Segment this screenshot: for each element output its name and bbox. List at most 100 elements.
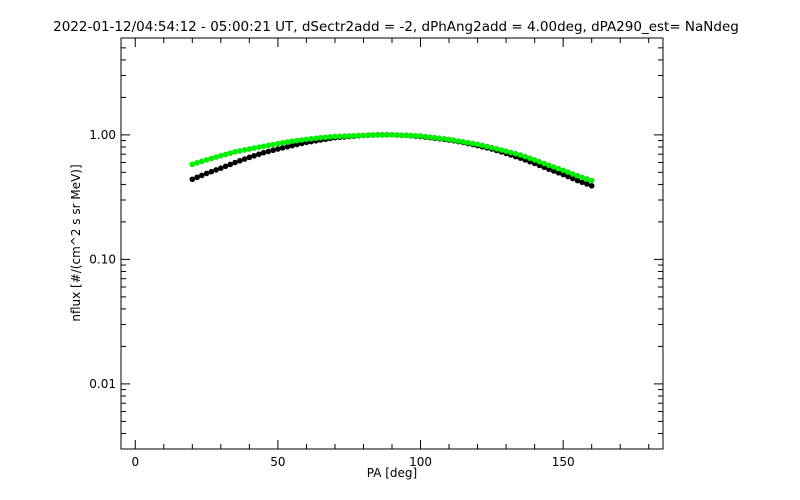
data-point — [284, 139, 291, 145]
data-point — [460, 138, 467, 145]
data-point — [550, 168, 557, 174]
data-point — [275, 140, 281, 147]
data-point — [351, 132, 357, 139]
data-point — [522, 153, 528, 160]
data-point — [332, 133, 338, 140]
data-point — [260, 149, 267, 156]
data-point — [574, 172, 581, 179]
x-axis-label: PA [deg] — [367, 466, 417, 480]
y-tick-label: 0.01 — [89, 377, 116, 391]
data-point — [289, 138, 295, 144]
data-point — [270, 147, 276, 154]
data-point — [294, 141, 300, 148]
data-point — [346, 133, 353, 139]
data-point — [251, 152, 257, 159]
data-point — [408, 132, 414, 139]
data-point — [465, 139, 471, 146]
data-point — [322, 134, 329, 141]
data-point — [199, 172, 205, 179]
data-point — [541, 160, 547, 167]
data-point — [241, 156, 248, 162]
data-point — [218, 152, 224, 159]
data-point — [289, 142, 295, 149]
data-point — [403, 132, 410, 139]
data-point — [412, 132, 419, 139]
data-point — [498, 147, 505, 153]
data-point — [232, 159, 238, 166]
plot-frame — [120, 37, 664, 450]
data-point — [336, 133, 343, 140]
data-point — [536, 158, 543, 165]
y-tick-label: 0.10 — [89, 252, 116, 266]
data-point — [398, 132, 405, 139]
data-point — [503, 148, 509, 154]
data-point — [275, 146, 281, 152]
data-point — [546, 166, 552, 173]
data-point — [531, 157, 538, 163]
data-point — [527, 155, 533, 162]
data-point — [441, 136, 448, 142]
data-point — [199, 158, 205, 165]
data-point — [455, 138, 462, 144]
data-point — [427, 134, 433, 140]
data-point — [555, 169, 562, 176]
data-point — [579, 179, 585, 186]
data-point — [565, 169, 571, 175]
chart-title: 2022-01-12/04:54:12 - 05:00:21 UT, dSect… — [53, 19, 739, 35]
data-point — [446, 136, 452, 143]
data-point — [260, 143, 267, 150]
data-point — [279, 140, 286, 146]
data-point — [222, 151, 229, 158]
data-point — [379, 132, 386, 138]
data-point — [218, 165, 224, 172]
data-point — [313, 135, 319, 142]
data-point — [246, 146, 253, 152]
data-point — [451, 137, 457, 143]
data-point — [203, 157, 210, 163]
data-point — [374, 132, 381, 138]
data-point — [479, 142, 486, 149]
data-point — [194, 160, 200, 166]
data-point — [213, 154, 219, 160]
data-point — [470, 140, 476, 147]
data-point — [208, 155, 215, 162]
data-point — [550, 164, 557, 170]
data-point — [265, 148, 272, 155]
data-point — [393, 132, 400, 138]
data-point — [484, 143, 490, 150]
data-point — [203, 170, 210, 177]
data-point — [560, 171, 566, 178]
data-point — [241, 147, 248, 153]
data-point — [569, 171, 576, 177]
data-point — [360, 132, 367, 139]
data-point — [417, 133, 424, 139]
data-point — [489, 144, 495, 151]
data-point — [213, 167, 219, 173]
data-point — [512, 150, 519, 157]
data-point — [294, 137, 300, 144]
data-point — [560, 167, 566, 174]
data-point — [355, 132, 362, 139]
data-point — [546, 162, 552, 169]
data-point — [579, 174, 585, 181]
data-point — [565, 173, 571, 180]
data-series — [189, 132, 595, 184]
data-point — [303, 136, 310, 143]
data-point — [517, 152, 524, 158]
data-point — [436, 135, 443, 142]
data-point — [341, 133, 348, 139]
x-tick-label: 150 — [552, 455, 575, 469]
data-point — [574, 177, 581, 184]
data-point — [194, 174, 200, 181]
data-point — [365, 132, 372, 139]
y-axis: 0.01 0.10 1.00 — [89, 37, 663, 450]
data-point — [208, 168, 215, 175]
data-point — [265, 142, 272, 149]
data-point — [569, 175, 576, 182]
data-point — [584, 181, 590, 187]
data-point — [237, 148, 243, 154]
series-layer — [189, 132, 595, 189]
data-point — [298, 137, 305, 143]
y-tick-label: 1.00 — [89, 128, 116, 142]
